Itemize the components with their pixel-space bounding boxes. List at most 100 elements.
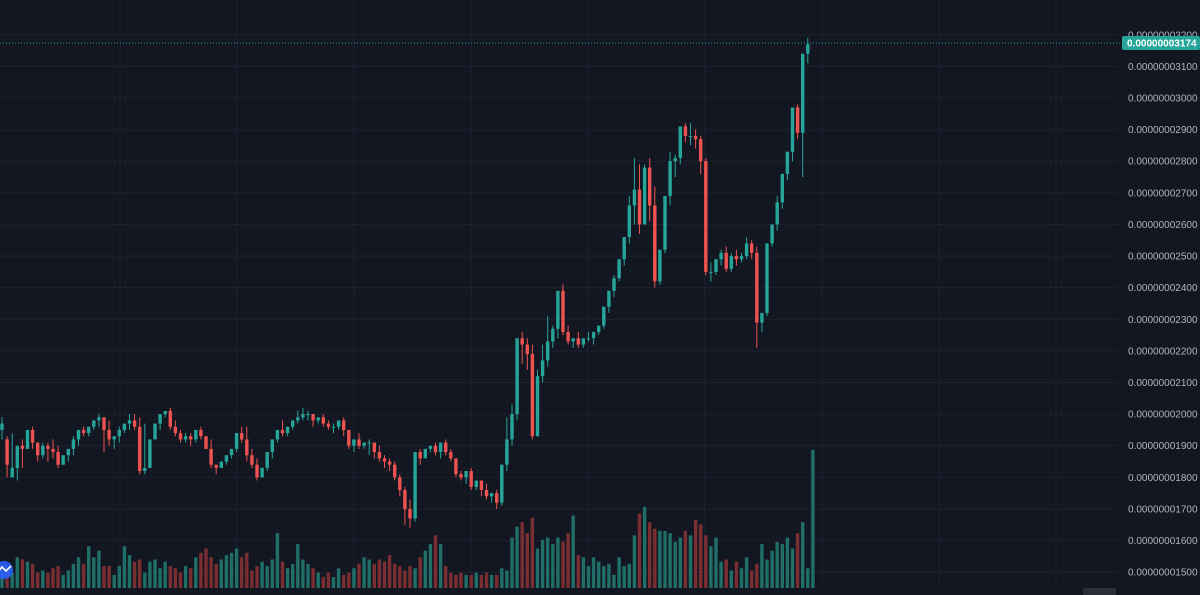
candle-body — [744, 243, 749, 257]
volume-bar — [459, 572, 463, 588]
volume-bar — [214, 563, 218, 588]
volume-bar — [500, 568, 504, 588]
candle-body — [750, 243, 754, 253]
candle-body — [56, 452, 60, 465]
volume-bar — [734, 561, 739, 588]
candle-body — [352, 439, 356, 446]
candle-body — [576, 338, 580, 345]
volume-bar — [479, 574, 484, 588]
candle-body — [418, 452, 422, 459]
candle-body — [311, 414, 315, 421]
candle-body — [699, 139, 703, 162]
candle-body — [331, 426, 336, 428]
grid-lines — [0, 0, 1118, 588]
volume-bar — [275, 533, 280, 588]
volume-bar — [591, 557, 596, 588]
volume-bar — [561, 541, 565, 588]
candle-body — [20, 445, 25, 449]
candle-body — [250, 455, 254, 465]
volume-bar — [693, 519, 698, 588]
candle-body — [382, 458, 387, 462]
last-price-label: 0.00000003174 — [1127, 38, 1197, 49]
volume-bar — [336, 568, 341, 588]
candle-body — [591, 331, 596, 339]
price-axis-tick-label: 0.00000002500 — [1128, 252, 1198, 263]
volume-bar — [586, 566, 591, 588]
volume-bar — [51, 568, 55, 588]
candle-body — [183, 436, 188, 440]
candle-body — [795, 107, 800, 133]
candle-body — [255, 464, 259, 478]
volume-bar — [795, 533, 800, 588]
candle-body — [71, 439, 76, 449]
volume-bar — [20, 559, 25, 588]
volume-bar — [602, 566, 606, 588]
candle-body — [234, 433, 239, 449]
volume-bar — [87, 546, 91, 588]
price-axis-tick-label: 0.00000003100 — [1128, 62, 1198, 73]
volume-bar — [76, 557, 81, 588]
price-axis-tick-label: 0.00000002400 — [1128, 283, 1198, 294]
candle-body — [586, 338, 591, 340]
volume-bar — [285, 568, 290, 588]
candle-body — [780, 173, 784, 203]
volume-bar — [66, 570, 70, 588]
price-axis[interactable]: 0.00000003200 0.00000003100 0.00000003000 0… — [1128, 30, 1198, 578]
candle-body — [688, 135, 693, 137]
volume-bar — [280, 561, 285, 588]
volume-bar — [112, 574, 116, 588]
candle-body — [648, 167, 652, 206]
candle-body — [224, 455, 229, 462]
candle-body — [403, 490, 407, 509]
last-price-tag: 0.00000003174 — [1122, 35, 1200, 50]
price-candles — [0, 37, 810, 528]
candle-body — [178, 433, 183, 440]
candle-body — [132, 420, 137, 427]
candle-body — [122, 423, 127, 430]
volume-bar — [306, 563, 310, 588]
volume-bar — [209, 557, 213, 588]
candle-body — [454, 458, 458, 475]
price-axis-tick-label: 0.00000001500 — [1128, 568, 1198, 579]
candle-body — [199, 429, 203, 437]
candle-body — [387, 461, 392, 465]
candle-body — [240, 433, 244, 440]
volume-bar — [433, 535, 438, 588]
candle-body — [678, 126, 682, 159]
candle-body — [612, 278, 616, 291]
candle-body — [117, 429, 121, 437]
candle-body — [515, 338, 519, 415]
volume-bar — [683, 530, 688, 588]
volume-bar — [321, 577, 325, 588]
candle-body — [260, 467, 264, 478]
candle-body — [321, 417, 325, 424]
candle-body — [484, 490, 489, 497]
candle-body — [729, 256, 733, 269]
candle-body — [76, 429, 81, 440]
candle-body — [112, 436, 116, 440]
volume-bar — [438, 544, 443, 588]
candle-body — [714, 259, 718, 272]
candle-body — [138, 426, 142, 472]
volume-bar — [367, 559, 371, 588]
volume-bar — [765, 559, 769, 588]
candle-body — [785, 151, 790, 174]
volume-bar — [540, 539, 545, 588]
price-axis-tick-label: 0.00000003000 — [1128, 94, 1198, 105]
candle-body — [658, 249, 662, 282]
candle-body — [428, 445, 433, 449]
volume-bar — [403, 570, 407, 588]
volume-bar — [372, 563, 376, 588]
volume-bar — [122, 546, 127, 588]
candle-body — [168, 410, 172, 427]
candle-body — [474, 480, 478, 487]
volume-bar — [790, 548, 795, 588]
candle-body — [469, 471, 473, 487]
volume-bar — [229, 552, 234, 588]
volume-bar — [291, 563, 295, 588]
candle-body — [377, 452, 382, 459]
volume-bar — [71, 563, 76, 588]
volume-bar — [178, 572, 183, 588]
